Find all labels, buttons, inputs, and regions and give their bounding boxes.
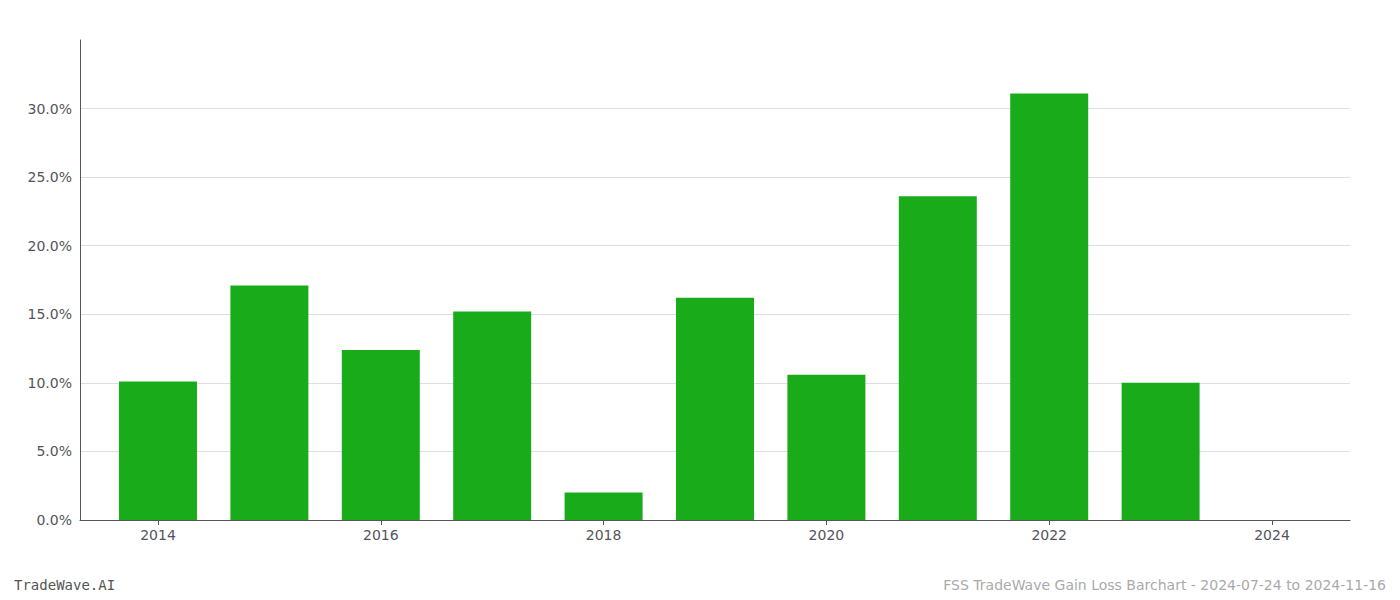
svg-text:20.0%: 20.0%: [28, 238, 72, 254]
svg-text:FSS TradeWave Gain Loss Barcha: FSS TradeWave Gain Loss Barchart - 2024-…: [943, 577, 1386, 593]
svg-text:25.0%: 25.0%: [28, 169, 72, 185]
svg-text:2022: 2022: [1031, 527, 1067, 543]
svg-text:10.0%: 10.0%: [28, 375, 72, 391]
svg-text:15.0%: 15.0%: [28, 306, 72, 322]
svg-text:30.0%: 30.0%: [28, 101, 72, 117]
svg-text:2024: 2024: [1254, 527, 1290, 543]
svg-text:0.0%: 0.0%: [36, 512, 72, 528]
svg-text:2016: 2016: [363, 527, 399, 543]
svg-text:TradeWave.AI: TradeWave.AI: [14, 577, 115, 593]
svg-text:2014: 2014: [140, 527, 176, 543]
svg-text:2020: 2020: [809, 527, 845, 543]
svg-text:2018: 2018: [586, 527, 622, 543]
svg-text:5.0%: 5.0%: [36, 443, 72, 459]
